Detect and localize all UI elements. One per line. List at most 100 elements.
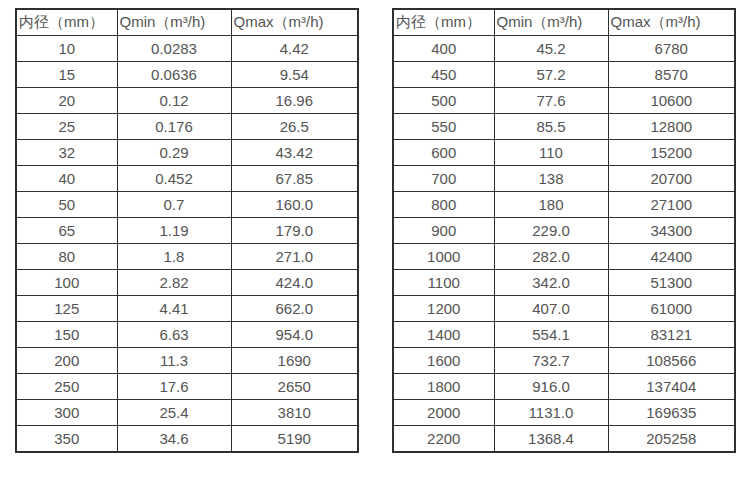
table-cell: 1690 bbox=[231, 348, 358, 374]
table-row: 1254.41662.0 bbox=[16, 296, 358, 322]
table-cell: 77.6 bbox=[494, 88, 608, 114]
table-cell: 45.2 bbox=[494, 36, 608, 62]
column-header: 内径（mm） bbox=[16, 9, 117, 36]
table-row: 1002.82424.0 bbox=[16, 270, 358, 296]
table-cell: 700 bbox=[393, 166, 494, 192]
table-cell: 65 bbox=[16, 218, 117, 244]
table-cell: 5190 bbox=[231, 426, 358, 453]
table-cell: 600 bbox=[393, 140, 494, 166]
table-cell: 20700 bbox=[608, 166, 735, 192]
table-cell: 1000 bbox=[393, 244, 494, 270]
table-cell: 250 bbox=[16, 374, 117, 400]
table-cell: 8570 bbox=[608, 62, 735, 88]
table-cell: 137404 bbox=[608, 374, 735, 400]
table-row: 40045.26780 bbox=[393, 36, 735, 62]
table-cell: 0.29 bbox=[117, 140, 231, 166]
column-header: Qmin（m³/h) bbox=[117, 9, 231, 36]
table-cell: 916.0 bbox=[494, 374, 608, 400]
table-cell: 80 bbox=[16, 244, 117, 270]
table-row: 1400554.183121 bbox=[393, 322, 735, 348]
table-cell: 125 bbox=[16, 296, 117, 322]
table-cell: 100 bbox=[16, 270, 117, 296]
table-row: 1800916.0137404 bbox=[393, 374, 735, 400]
table-header-row: 内径（mm）Qmin（m³/h)Qmax（m³/h) bbox=[16, 9, 358, 36]
table-row: 55085.512800 bbox=[393, 114, 735, 140]
table-cell: 138 bbox=[494, 166, 608, 192]
table-row: 30025.43810 bbox=[16, 400, 358, 426]
table-cell: 4.42 bbox=[231, 36, 358, 62]
table-header-row: 内径（mm）Qmin（m³/h)Qmax（m³/h) bbox=[16, 9, 358, 36]
table-cell: 400 bbox=[393, 36, 494, 62]
table-cell: 20 bbox=[16, 88, 117, 114]
column-header: 内径（mm） bbox=[393, 9, 494, 36]
table-row: 80018027100 bbox=[393, 192, 735, 218]
column-header: Qmin（m³/h) bbox=[494, 9, 608, 36]
table-cell: 1.19 bbox=[117, 218, 231, 244]
table-row: 1200407.061000 bbox=[393, 296, 735, 322]
table-cell: 179.0 bbox=[231, 218, 358, 244]
table-row: 250.17626.5 bbox=[16, 114, 358, 140]
table-cell: 732.7 bbox=[494, 348, 608, 374]
table-cell: 229.0 bbox=[494, 218, 608, 244]
page: 内径（mm）Qmin（m³/h)Qmax（m³/h) 100.02834.421… bbox=[0, 0, 750, 483]
table-cell: 205258 bbox=[608, 426, 735, 453]
column-header: Qmax（m³/h) bbox=[231, 9, 358, 36]
table-cell: 2.82 bbox=[117, 270, 231, 296]
table-cell: 9.54 bbox=[231, 62, 358, 88]
table-row: 50077.610600 bbox=[393, 88, 735, 114]
table-cell: 11.3 bbox=[117, 348, 231, 374]
table-cell: 180 bbox=[494, 192, 608, 218]
table-cell: 1368.4 bbox=[494, 426, 608, 453]
table-cell: 800 bbox=[393, 192, 494, 218]
table-cell: 40 bbox=[16, 166, 117, 192]
table-cell: 1131.0 bbox=[494, 400, 608, 426]
table-cell: 0.7 bbox=[117, 192, 231, 218]
table-cell: 108566 bbox=[608, 348, 735, 374]
table-row: 801.8271.0 bbox=[16, 244, 358, 270]
table-row: 1506.63954.0 bbox=[16, 322, 358, 348]
table-row: 320.2943.42 bbox=[16, 140, 358, 166]
table-row: 400.45267.85 bbox=[16, 166, 358, 192]
table-cell: 15200 bbox=[608, 140, 735, 166]
table-cell: 85.5 bbox=[494, 114, 608, 140]
table-cell: 954.0 bbox=[231, 322, 358, 348]
table-cell: 3810 bbox=[231, 400, 358, 426]
table-cell: 16.96 bbox=[231, 88, 358, 114]
table-row: 22001368.4205258 bbox=[393, 426, 735, 453]
table-cell: 51300 bbox=[608, 270, 735, 296]
table-cell: 10600 bbox=[608, 88, 735, 114]
table-cell: 6780 bbox=[608, 36, 735, 62]
table-cell: 200 bbox=[16, 348, 117, 374]
table-cell: 2000 bbox=[393, 400, 494, 426]
table-header-row: 内径（mm）Qmin（m³/h)Qmax（m³/h) bbox=[393, 9, 735, 36]
table-cell: 34.6 bbox=[117, 426, 231, 453]
table-body: 40045.2678045057.2857050077.61060055085.… bbox=[393, 36, 735, 453]
flow-rate-table-small-diameters: 内径（mm）Qmin（m³/h)Qmax（m³/h) 100.02834.421… bbox=[15, 8, 359, 453]
table-cell: 67.85 bbox=[231, 166, 358, 192]
table-cell: 554.1 bbox=[494, 322, 608, 348]
table-cell: 0.0283 bbox=[117, 36, 231, 62]
table-row: 1000282.042400 bbox=[393, 244, 735, 270]
table-cell: 169635 bbox=[608, 400, 735, 426]
table-cell: 1800 bbox=[393, 374, 494, 400]
table-cell: 43.42 bbox=[231, 140, 358, 166]
table-cell: 450 bbox=[393, 62, 494, 88]
table-cell: 1100 bbox=[393, 270, 494, 296]
column-header: Qmax（m³/h) bbox=[608, 9, 735, 36]
table-cell: 61000 bbox=[608, 296, 735, 322]
table-cell: 0.0636 bbox=[117, 62, 231, 88]
table-cell: 350 bbox=[16, 426, 117, 453]
table-cell: 500 bbox=[393, 88, 494, 114]
table-row: 20011.31690 bbox=[16, 348, 358, 374]
table-cell: 25 bbox=[16, 114, 117, 140]
table-row: 70013820700 bbox=[393, 166, 735, 192]
table-row: 1600732.7108566 bbox=[393, 348, 735, 374]
table-cell: 0.452 bbox=[117, 166, 231, 192]
table-cell: 342.0 bbox=[494, 270, 608, 296]
table-row: 900229.034300 bbox=[393, 218, 735, 244]
table-cell: 160.0 bbox=[231, 192, 358, 218]
table-cell: 0.12 bbox=[117, 88, 231, 114]
table-cell: 1400 bbox=[393, 322, 494, 348]
table-cell: 17.6 bbox=[117, 374, 231, 400]
table-cell: 50 bbox=[16, 192, 117, 218]
